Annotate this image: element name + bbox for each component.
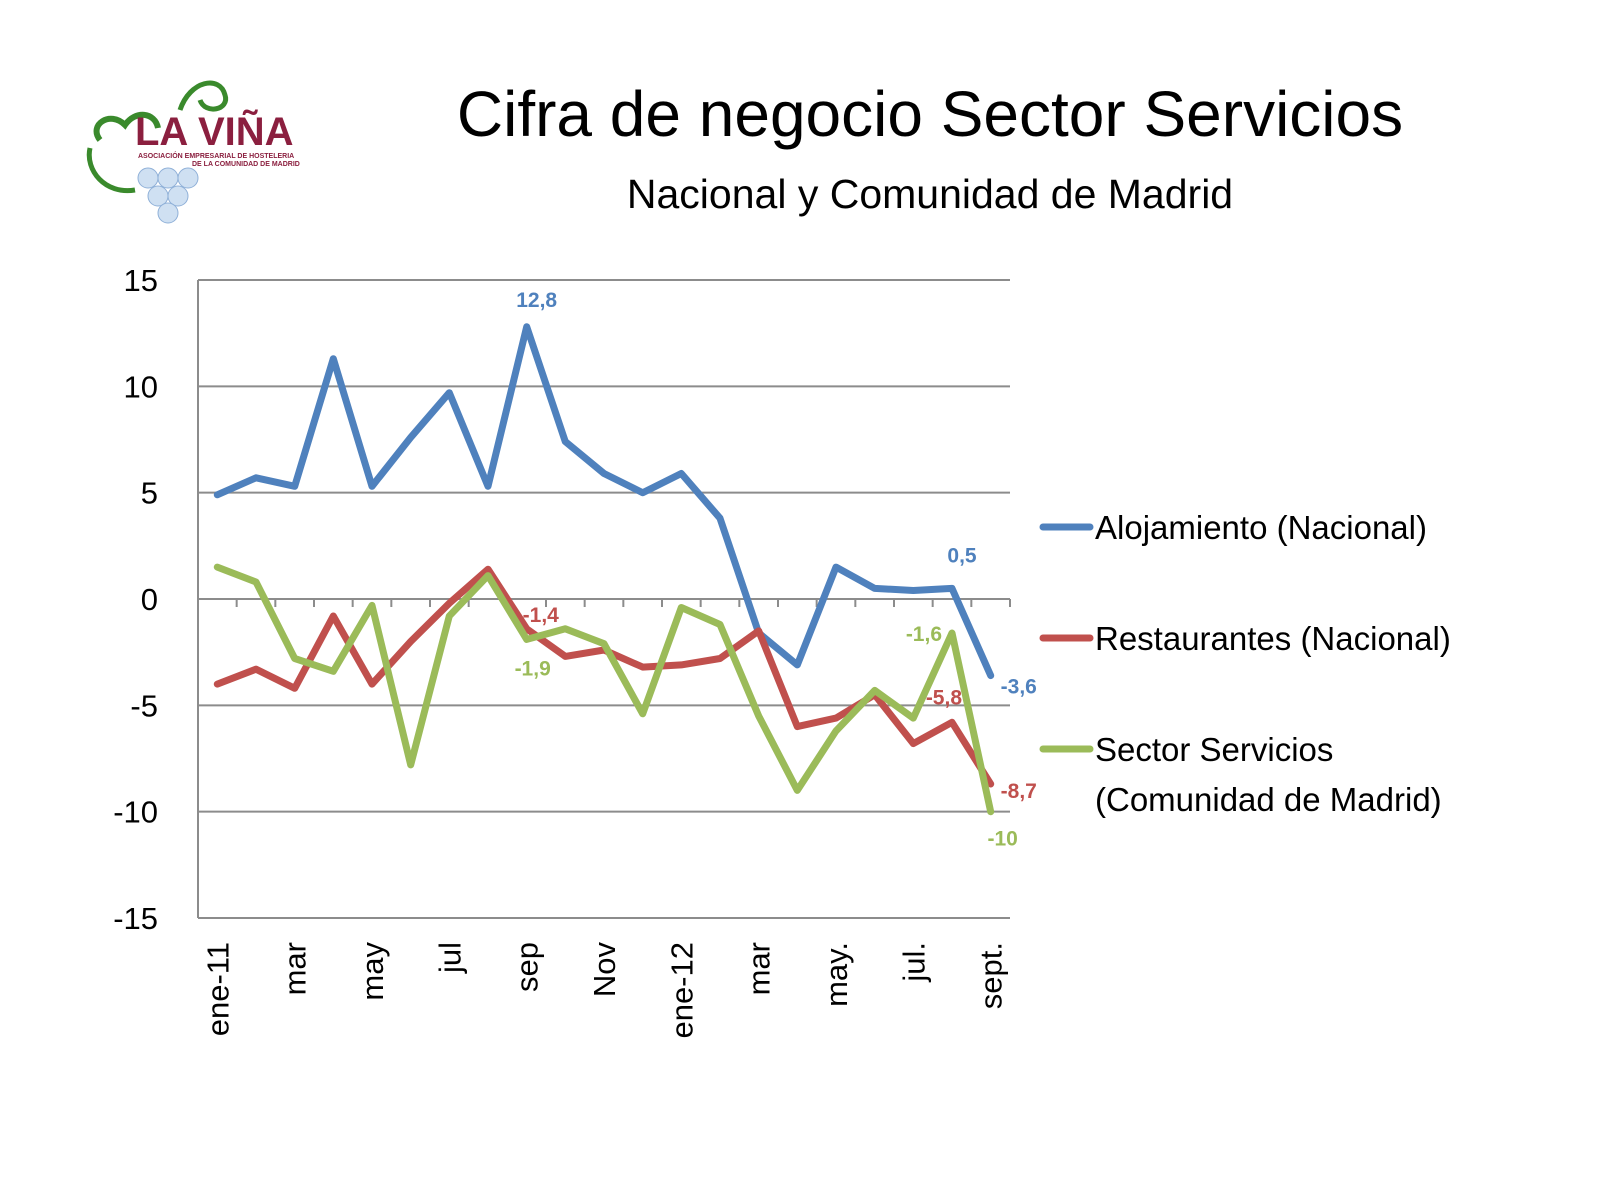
x-tick-label: jul bbox=[432, 942, 467, 974]
la-vina-logo: LA VIÑA ASOCIACIÓN EMPRESARIAL DE HOSTEL… bbox=[86, 80, 300, 224]
series-line-3 bbox=[213, 563, 995, 816]
x-tick-label: mar bbox=[742, 942, 777, 995]
data-label: -1,6 bbox=[906, 623, 942, 646]
x-tick-label: mar bbox=[278, 942, 313, 995]
y-tick-label: 15 bbox=[124, 263, 158, 298]
y-tick-label: -10 bbox=[113, 795, 158, 830]
y-tick-label: -5 bbox=[130, 688, 158, 723]
y-tick-label: 5 bbox=[141, 476, 158, 511]
y-tick-label: -15 bbox=[113, 901, 158, 936]
series-line-2 bbox=[213, 565, 995, 788]
page-title: Cifra de negocio Sector Servicios bbox=[456, 78, 1404, 150]
logo-tagline-1: ASOCIACIÓN EMPRESARIAL DE HOSTELERIA bbox=[138, 151, 294, 160]
x-tick-label: ene-11 bbox=[200, 942, 235, 1036]
x-tick-label: sept. bbox=[974, 942, 1009, 1009]
legend-label: (Comunidad de Madrid) bbox=[1095, 781, 1442, 818]
legend-label: Restaurantes (Nacional) bbox=[1095, 620, 1451, 657]
legend-label: Sector Servicios bbox=[1095, 731, 1333, 768]
data-label: 12,8 bbox=[516, 289, 557, 312]
logo-name: LA VIÑA bbox=[135, 108, 294, 154]
data-label: -8,7 bbox=[1001, 780, 1037, 803]
data-label: -1,9 bbox=[515, 657, 551, 680]
x-tick-label: sep bbox=[510, 942, 545, 992]
y-tick-label: 0 bbox=[141, 582, 158, 617]
logo-tagline-2: DE LA COMUNIDAD DE MADRID bbox=[192, 161, 300, 168]
data-label: -5,8 bbox=[926, 686, 963, 709]
x-tick-label: ene-12 bbox=[664, 942, 699, 1039]
series-line-1 bbox=[213, 323, 995, 680]
x-tick-label: may bbox=[355, 942, 390, 1001]
y-tick-label: 10 bbox=[124, 369, 158, 404]
data-label: -3,6 bbox=[1001, 676, 1037, 699]
data-label: 0,5 bbox=[947, 544, 977, 567]
x-tick-label: jul. bbox=[896, 942, 931, 983]
data-label: -10 bbox=[987, 828, 1017, 851]
data-label: -1,4 bbox=[523, 604, 560, 627]
page-subtitle: Nacional y Comunidad de Madrid bbox=[626, 171, 1234, 217]
legend-label: Alojamiento (Nacional) bbox=[1095, 509, 1427, 546]
x-tick-label: may. bbox=[819, 942, 854, 1007]
x-tick-label: Nov bbox=[587, 942, 622, 998]
